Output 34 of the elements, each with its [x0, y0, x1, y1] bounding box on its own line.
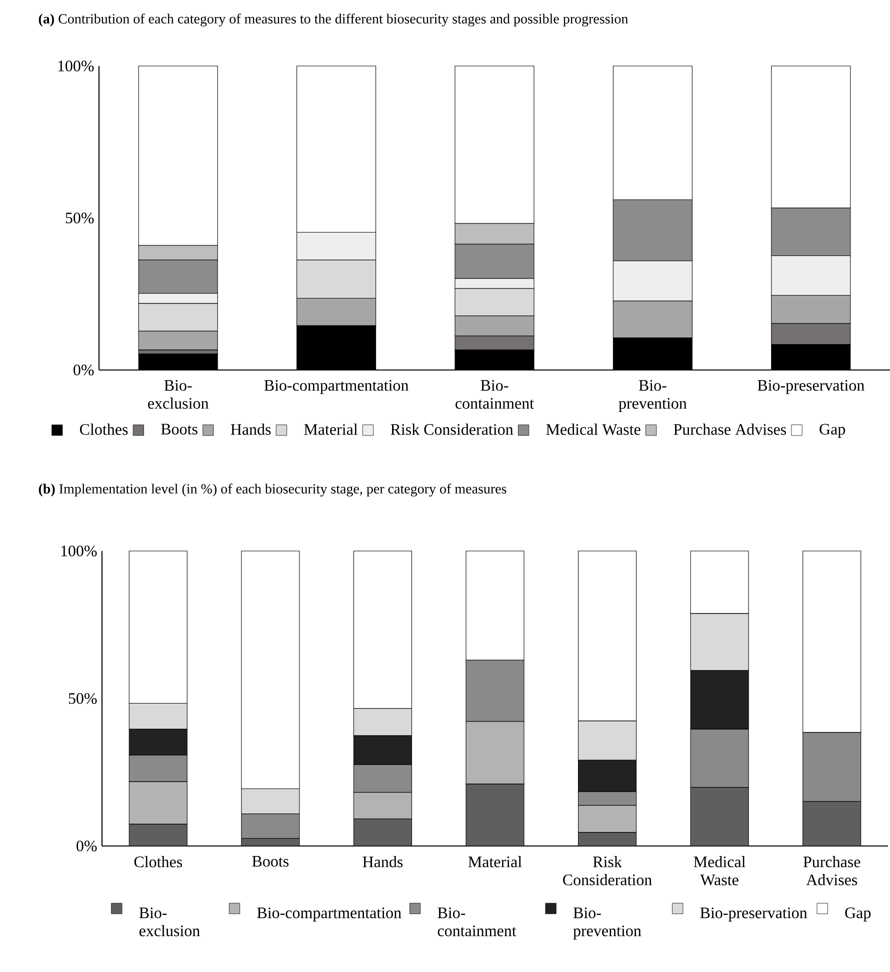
legend-label: Gap: [820, 424, 846, 438]
legend-label: Bio-containment: [438, 907, 516, 936]
x-tick-label: Material: [468, 856, 522, 868]
legend-label: Gap: [845, 907, 871, 922]
y-tick-label: 50%: [68, 693, 97, 704]
y-tick-label: 50%: [66, 212, 94, 224]
legend-label: Hands: [230, 424, 271, 435]
x-tick-label: Bio-exclusion: [148, 380, 209, 409]
y-tick-label: 0%: [76, 840, 97, 852]
x-tick-label: Hands: [362, 856, 403, 868]
y-tick-label: 100%: [61, 546, 97, 556]
legend-label: Risk Consideration: [390, 424, 514, 435]
legend-label: Clothes: [80, 424, 128, 435]
y-tick-label: 0%: [74, 364, 94, 376]
legend-label: Bio-prevention: [573, 907, 642, 940]
x-tick-label: Bio-compartmentation: [264, 380, 409, 394]
legend-label: Material: [304, 424, 358, 435]
y-tick-label: 100%: [58, 60, 94, 72]
x-tick-label: Risk Consideration: [563, 856, 652, 886]
x-tick-label: Bio-prevention: [618, 380, 687, 412]
x-tick-label: Bio-preservation: [758, 380, 864, 394]
legend-label: Bio-compartmentation: [257, 907, 402, 922]
chart-title: (b) Implementation level (in %) of each biosecurity stage, per category of measures: [38, 484, 506, 496]
legend-label: Medical Waste: [546, 424, 640, 435]
x-tick-label: Boots: [252, 856, 289, 867]
x-tick-label: Purchase Advises: [803, 856, 860, 886]
x-tick-label: Clothes: [134, 856, 182, 868]
x-tick-label: Bio-containment: [456, 380, 534, 409]
legend-label: Bio-preservation: [700, 907, 808, 922]
legend-label: Boots: [161, 424, 198, 435]
legend-label: Bio-exclusion: [139, 907, 200, 936]
chart-title: (a) Contribution of each category of measures to the different biosecurity stages and possible progression: [38, 14, 628, 26]
legend-label: Purchase Advises: [674, 424, 786, 435]
x-tick-label: Medical Waste: [694, 856, 746, 886]
